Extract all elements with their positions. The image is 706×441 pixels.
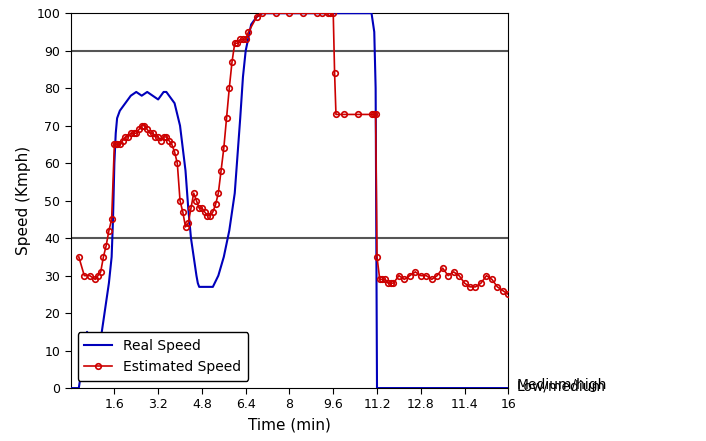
Estimated Speed xyxy=(91,277,100,282)
Text: Low/medium: Low/medium xyxy=(517,380,606,393)
Real Speed xyxy=(335,11,343,16)
Real Speed xyxy=(66,385,75,391)
Real Speed xyxy=(154,97,162,102)
Line: Estimated Speed: Estimated Speed xyxy=(76,11,511,297)
Real Speed xyxy=(258,11,266,16)
Estimated Speed xyxy=(75,254,83,259)
Estimated Speed xyxy=(258,11,266,16)
Real Speed xyxy=(504,385,513,391)
Real Speed xyxy=(340,11,349,16)
Real Speed xyxy=(195,284,203,290)
Line: Real Speed: Real Speed xyxy=(71,13,508,388)
Real Speed xyxy=(357,11,365,16)
Y-axis label: Speed (Kmph): Speed (Kmph) xyxy=(16,146,31,255)
Estimated Speed xyxy=(253,14,261,19)
Estimated Speed xyxy=(504,292,513,297)
Text: Medium/high: Medium/high xyxy=(517,377,607,392)
Real Speed xyxy=(116,108,124,113)
Estimated Speed xyxy=(272,11,280,16)
Estimated Speed xyxy=(326,11,335,16)
Legend: Real Speed, Estimated Speed: Real Speed, Estimated Speed xyxy=(78,333,249,381)
Estimated Speed xyxy=(340,112,349,117)
X-axis label: Time (min): Time (min) xyxy=(248,417,331,432)
Estimated Speed xyxy=(433,273,441,278)
